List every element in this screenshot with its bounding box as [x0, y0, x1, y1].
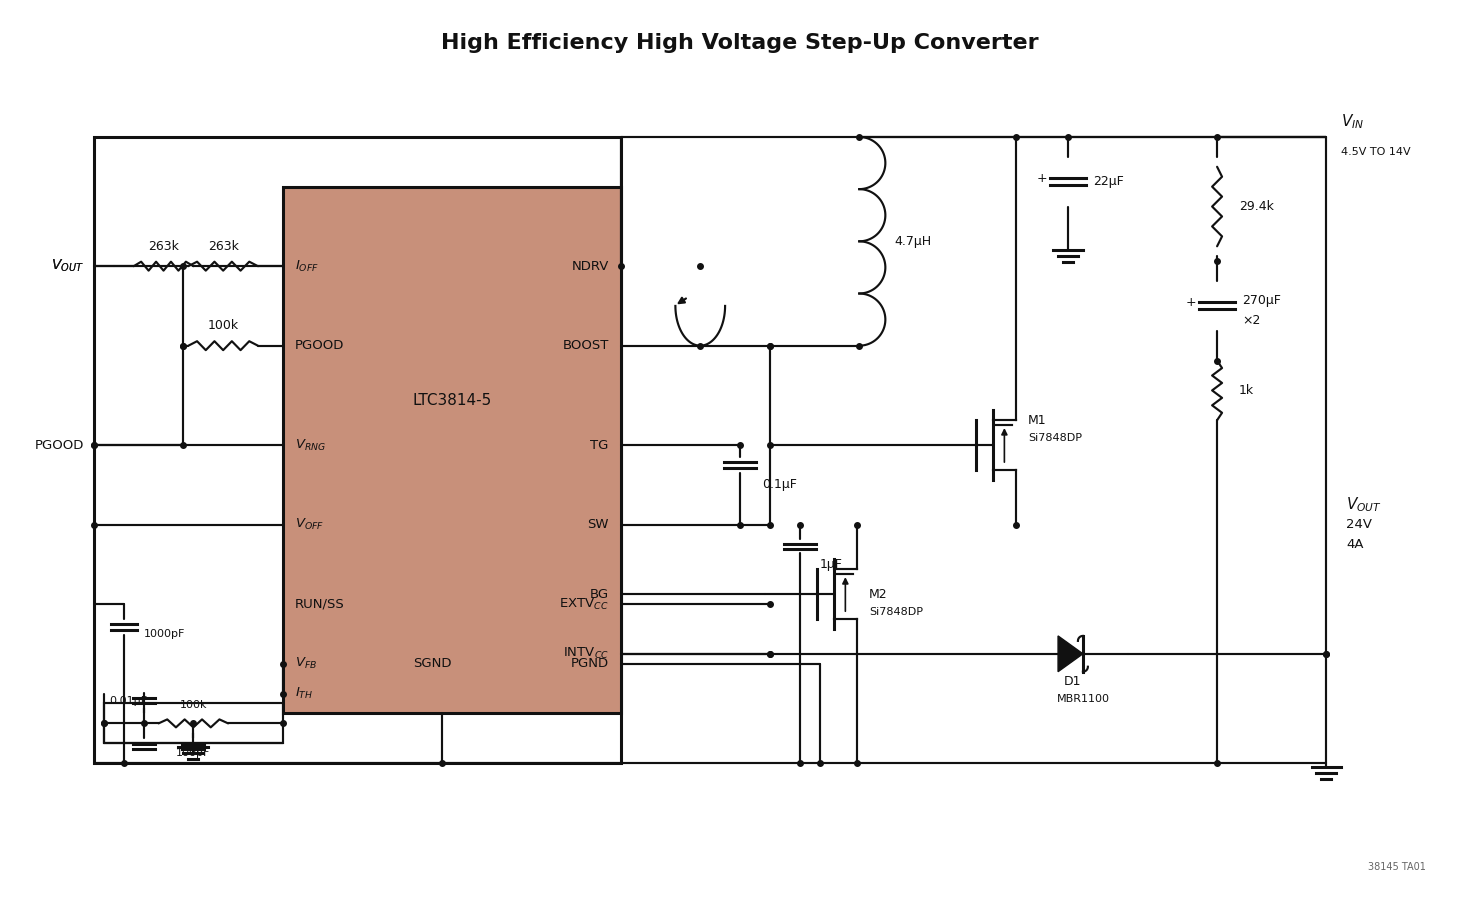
Text: TG: TG	[591, 438, 608, 452]
Text: 24V: 24V	[1347, 518, 1372, 531]
Text: NDRV: NDRV	[571, 260, 608, 273]
Bar	[93, 137, 620, 763]
Text: $V_{OUT}$: $V_{OUT}$	[52, 258, 84, 274]
Text: SW: SW	[588, 518, 608, 531]
Bar	[104, 704, 283, 743]
Text: INTV$_{CC}$: INTV$_{CC}$	[562, 646, 608, 662]
Text: 4.7µH: 4.7µH	[894, 235, 931, 248]
Text: 1µF: 1µF	[820, 558, 842, 571]
Bar	[283, 187, 620, 714]
Text: SGND: SGND	[413, 657, 451, 671]
Text: 263k: 263k	[207, 240, 238, 253]
Text: 1k: 1k	[1239, 384, 1254, 397]
Text: $V_{OUT}$: $V_{OUT}$	[1347, 495, 1382, 514]
Text: High Efficiency High Voltage Step-Up Converter: High Efficiency High Voltage Step-Up Con…	[441, 33, 1039, 52]
Text: +: +	[1185, 296, 1196, 309]
Text: ×2: ×2	[1242, 315, 1261, 328]
Text: PGOOD: PGOOD	[34, 438, 84, 452]
Text: PGND: PGND	[571, 657, 608, 671]
Text: 22µF: 22µF	[1092, 175, 1123, 188]
Text: $V_{OUT}$: $V_{OUT}$	[52, 258, 84, 274]
Text: $I_{OFF}$: $I_{OFF}$	[295, 259, 318, 274]
Text: Si7848DP: Si7848DP	[869, 607, 924, 617]
Text: 4A: 4A	[1347, 538, 1363, 551]
Text: 0.1µF: 0.1µF	[762, 479, 796, 491]
Text: D1: D1	[1064, 675, 1082, 688]
Text: $V_{IN}$: $V_{IN}$	[1341, 113, 1365, 132]
Text: $I_{TH}$: $I_{TH}$	[295, 686, 312, 701]
Text: BG: BG	[589, 587, 608, 600]
Text: Si7848DP: Si7848DP	[1029, 433, 1082, 443]
Text: $V_{RNG}$: $V_{RNG}$	[295, 437, 326, 453]
Text: 263k: 263k	[148, 240, 179, 253]
Text: 270µF: 270µF	[1242, 295, 1280, 307]
Text: 29.4k: 29.4k	[1239, 200, 1274, 213]
Polygon shape	[1058, 636, 1083, 672]
Text: BOOST: BOOST	[562, 339, 608, 352]
Text: 100k: 100k	[207, 319, 238, 332]
Text: 4.5V TO 14V: 4.5V TO 14V	[1341, 147, 1410, 156]
Text: M1: M1	[1029, 414, 1046, 426]
Text: RUN/SS: RUN/SS	[295, 597, 345, 610]
Text: $V_{OFF}$: $V_{OFF}$	[295, 517, 324, 533]
Text: EXTV$_{CC}$: EXTV$_{CC}$	[559, 597, 608, 611]
Text: M2: M2	[869, 587, 888, 600]
Text: MBR1100: MBR1100	[1057, 694, 1110, 704]
Text: 1000pF: 1000pF	[144, 629, 185, 639]
Text: 100k: 100k	[179, 701, 207, 710]
Text: LTC3814-5: LTC3814-5	[411, 393, 491, 408]
Text: +: +	[1037, 172, 1048, 185]
Text: $V_{FB}$: $V_{FB}$	[295, 656, 317, 672]
Text: 100pF: 100pF	[176, 748, 210, 759]
Text: PGOOD: PGOOD	[295, 339, 343, 352]
Text: 38145 TA01: 38145 TA01	[1368, 863, 1425, 873]
Text: 0.01µF: 0.01µF	[110, 695, 147, 705]
